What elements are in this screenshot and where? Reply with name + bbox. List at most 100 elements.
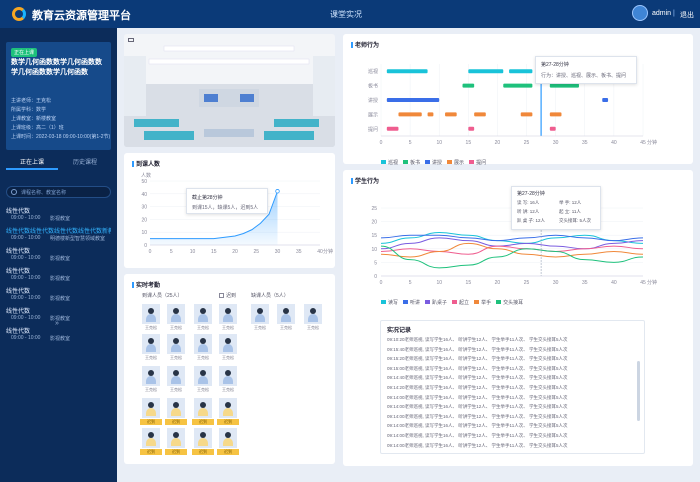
student-tooltip-title: 第27-28分钟 — [517, 191, 545, 197]
legend-item[interactable]: 趴桌子 — [425, 299, 447, 306]
attendance-panel: 实时考勤 到课人员（25人） 迟到 缺课人员（5人） 王克松 王克松 王克松 王克松王… — [124, 274, 335, 464]
list-item[interactable]: 线性代数 09:00 - 10:00 影视教室 — [6, 206, 111, 226]
late-label: 迟到 — [219, 292, 236, 299]
student-photo[interactable] — [167, 334, 185, 354]
behavior-bar — [549, 126, 556, 131]
student-photo[interactable] — [251, 304, 269, 324]
log-line: 09:14:40老师巡视, 读写学生16人、 听讲学生12人、 学生举手11人次… — [387, 375, 568, 381]
student-photo[interactable] — [142, 304, 160, 324]
student-body — [198, 314, 208, 322]
camera-icon — [128, 38, 134, 42]
list-item[interactable]: 线性代数 09:00 - 10:00 影视教室 — [6, 246, 111, 266]
classroom-video[interactable] — [124, 34, 335, 147]
student-body — [223, 438, 233, 446]
more-icon[interactable]: » — [55, 320, 59, 327]
list-item[interactable]: 线性代数 09:00 - 10:00 影视教室 — [6, 286, 111, 306]
student-body — [171, 314, 181, 322]
tab-current[interactable]: 正在上课 — [6, 156, 58, 170]
logout-button[interactable]: 退出 — [680, 12, 694, 19]
x-tick-label: 5 — [409, 140, 412, 146]
student-photo[interactable] — [142, 398, 160, 418]
legend-item[interactable]: 展示 — [447, 159, 464, 166]
current-course-card: 正在上课 数学几何函数数学几何函数数学几何函数数学几何函数 主讲老师：王克松 所… — [6, 42, 111, 150]
legend-label: 起立 — [459, 300, 470, 306]
x-tick-label: 35 — [582, 280, 588, 286]
student-photo[interactable] — [219, 428, 237, 448]
x-tick-label: 45 — [640, 280, 646, 286]
student-name: 迟到 — [192, 419, 214, 425]
course-search-input[interactable]: 课程名称、教室名称 — [6, 186, 111, 198]
arrival-tooltip: 截止第28分钟 到课15人，缺课5人，迟到5人 — [186, 188, 268, 214]
student-body — [308, 314, 318, 322]
user-name[interactable]: admin — [652, 10, 672, 17]
student-head — [173, 432, 179, 438]
live-log: 实况记录 09:10:20老师巡视, 读写学生16人、 听讲学生12人、 学生举… — [380, 320, 645, 454]
legend-swatch — [474, 300, 480, 304]
student-photo[interactable] — [167, 428, 185, 448]
legend-item[interactable]: 提问 — [469, 159, 486, 166]
legend-swatch — [403, 160, 409, 164]
legend-item[interactable]: 举手 — [474, 299, 491, 306]
legend-item[interactable]: 讲授 — [425, 159, 442, 166]
list-item[interactable]: 线性代数 09:00 - 10:00 影视教室 — [6, 306, 111, 326]
x-tick-label: 30 — [553, 140, 559, 146]
list-item[interactable]: 线性代数 09:00 - 10:00 影视教室 — [6, 266, 111, 286]
x-tick-label: 10 — [436, 140, 442, 146]
tab-history[interactable]: 历史课程 — [72, 160, 97, 166]
legend-label: 展示 — [454, 160, 465, 166]
log-title: 实况记录 — [387, 328, 412, 334]
student-photo[interactable] — [194, 304, 212, 324]
student-head — [225, 338, 231, 344]
log-scrollbar[interactable] — [637, 361, 640, 421]
behavior-bar — [602, 98, 609, 102]
student-photo[interactable] — [219, 304, 237, 324]
late-checkbox-icon[interactable] — [219, 293, 224, 298]
arrival-line — [150, 191, 278, 240]
student-body — [223, 344, 233, 352]
sidebar: 正在上课 数学几何函数数学几何函数数学几何函数数学几何函数 主讲老师：王克松 所… — [0, 28, 117, 482]
course-item-room: 影视教室 — [50, 316, 71, 322]
legend-item[interactable]: 起立 — [452, 299, 469, 306]
course-item-name: 线性代数 — [6, 269, 31, 275]
legend-item[interactable]: 听讲 — [403, 299, 420, 306]
list-item[interactable]: 线性代数线性代数线性代数线性代数新教版...09:00 - 10:00 明德楼新型… — [6, 226, 111, 246]
legend-item[interactable]: 巡视 — [381, 159, 398, 166]
log-line: 09:14:20老师巡视, 读写学生16人、 听讲学生12人、 学生举手11人次… — [387, 385, 568, 390]
student-head — [225, 432, 231, 438]
legend-item[interactable]: 交头接耳 — [496, 299, 523, 306]
avatar[interactable] — [632, 5, 648, 21]
student-name: 王克松 — [222, 325, 234, 330]
behavior-bar — [468, 69, 504, 74]
student-photo[interactable] — [219, 366, 237, 386]
log-line: 09:15:00老师巡视, 读写学生16人、 听讲学生12人、 学生举手11人次… — [387, 365, 568, 371]
student-photo[interactable] — [167, 398, 185, 418]
legend-item[interactable]: 读写 — [381, 299, 398, 306]
x-tick-label: 40 — [611, 140, 617, 146]
student-photo[interactable] — [194, 398, 212, 418]
top-bar: 教育云资源管理平台 课堂实况 admin | 退出 — [0, 0, 700, 28]
student-photo[interactable] — [142, 334, 160, 354]
student-photo[interactable] — [304, 304, 322, 324]
arrival-point — [275, 189, 280, 194]
time-info: 上课时间：2022-03-18 09:00-10:00(第1-2节) — [11, 134, 111, 140]
x-tick-label: 25 — [524, 280, 530, 286]
subject-info: 所属学科：数学 — [11, 107, 47, 113]
behavior-bar — [386, 98, 440, 102]
student-photo[interactable] — [167, 304, 185, 324]
student-photo[interactable] — [167, 366, 185, 386]
student-photo[interactable] — [219, 334, 237, 354]
student-photo[interactable] — [194, 334, 212, 354]
student-photo[interactable] — [142, 428, 160, 448]
legend-item[interactable]: 板书 — [403, 159, 420, 166]
student-photo[interactable] — [277, 304, 295, 324]
teacher-behavior-title: 老师行为 — [351, 40, 379, 49]
student-body — [146, 376, 156, 384]
student-photo[interactable] — [194, 428, 212, 448]
student-photo[interactable] — [142, 366, 160, 386]
student-photo[interactable] — [194, 366, 212, 386]
legend-swatch — [469, 160, 475, 164]
list-item[interactable]: 线性代数 09:00 - 10:00 影视教室 — [6, 326, 111, 346]
student-behavior-panel: 学生行为 0 5 10 15 20 25 0 5 10 15 20 25 30 35 40 45 分钟 第27-… — [343, 170, 693, 466]
x-tick-label: 35 — [296, 249, 302, 255]
student-photo[interactable] — [219, 398, 237, 418]
